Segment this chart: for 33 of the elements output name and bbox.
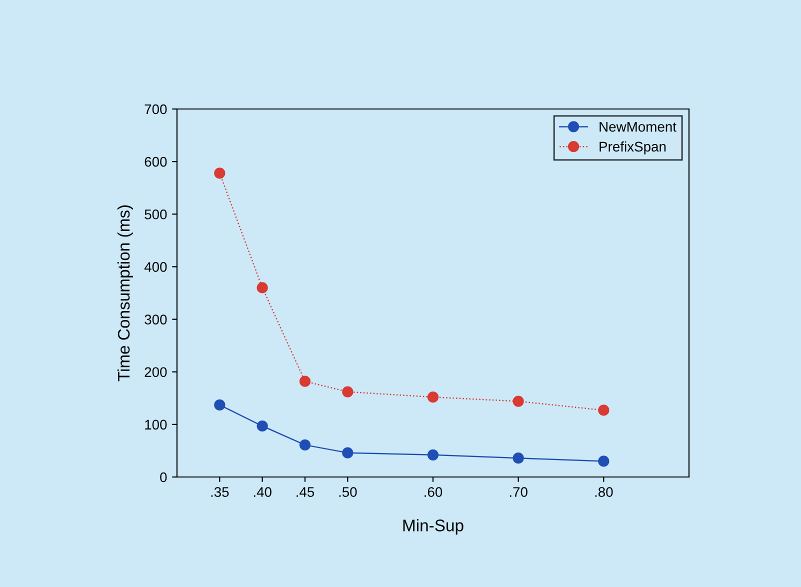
y-tick-label: 600 (144, 156, 167, 167)
x-tick-label: .35 (211, 487, 229, 497)
x-tick-label: .50 (339, 487, 357, 497)
point (342, 447, 354, 458)
y-tick-label: 100 (145, 420, 167, 430)
y-tick-label: 200 (144, 367, 167, 378)
legend-label: PrefixSpan (600, 141, 666, 154)
x-tick-label: .40 (254, 487, 272, 497)
point (598, 404, 610, 416)
point (299, 439, 311, 450)
y-tick-label: 0 (160, 472, 167, 482)
y-axis-title: Time Consumption (ms) (117, 205, 133, 382)
point (427, 392, 439, 403)
y-tick-label: 500 (144, 209, 167, 220)
x-tick-label: .70 (510, 487, 528, 497)
x-tick-label: .60 (424, 487, 442, 497)
x-tick-label: .45 (296, 487, 314, 497)
y-tick-label: 300 (144, 314, 167, 324)
point (427, 449, 439, 460)
point (512, 452, 524, 464)
x-tick-label: .80 (595, 487, 613, 497)
point (512, 396, 524, 407)
legend-label: NewMoment (600, 122, 676, 132)
point (214, 399, 226, 411)
y-tick-label: 700 (144, 104, 167, 114)
point (214, 168, 226, 179)
point (598, 456, 610, 467)
point (342, 386, 354, 398)
x-axis-title: Min-Sup (403, 519, 464, 535)
y-tick-label: 400 (144, 262, 167, 272)
point (256, 282, 268, 294)
point (256, 420, 268, 432)
point (299, 376, 311, 387)
